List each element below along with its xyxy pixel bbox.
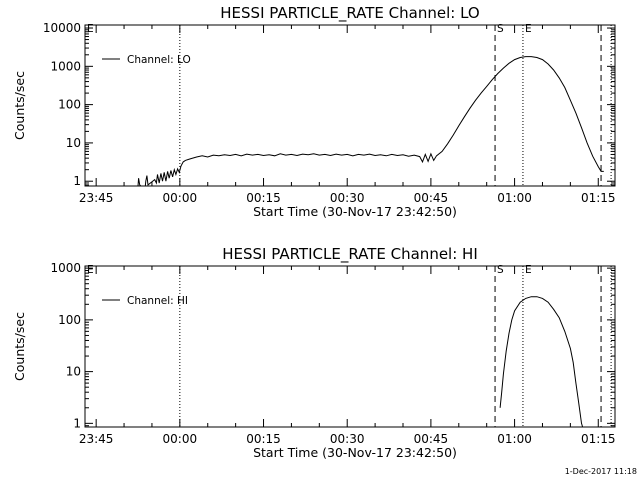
marker-label: E bbox=[87, 264, 94, 276]
x-tick-label: 00:45 bbox=[414, 191, 449, 205]
x-tick-label: 23:45 bbox=[79, 191, 114, 205]
y-tick-label: 10000 bbox=[43, 21, 81, 35]
marker-label: E bbox=[525, 23, 532, 35]
footer-timestamp: 1-Dec-2017 11:18 bbox=[565, 467, 637, 476]
series-line-0 bbox=[137, 56, 604, 187]
marker-label: E bbox=[525, 264, 532, 276]
x-axis-label: Start Time (30-Nov-17 23:42:50) bbox=[253, 445, 457, 460]
legend-label: Channel: LO bbox=[127, 54, 191, 66]
marker-label: S bbox=[497, 264, 504, 276]
x-tick-label: 01:15 bbox=[581, 432, 616, 446]
series-line-0 bbox=[499, 296, 584, 428]
x-tick-label: 00:00 bbox=[163, 432, 198, 446]
x-tick-label: 00:00 bbox=[163, 191, 198, 205]
chart-title: HESSI PARTICLE_RATE Channel: LO bbox=[220, 4, 479, 23]
x-tick-label: 00:30 bbox=[330, 191, 365, 205]
chart-title: HESSI PARTICLE_RATE Channel: HI bbox=[222, 245, 478, 264]
y-tick-label: 10 bbox=[66, 365, 81, 379]
y-tick-label: 100 bbox=[58, 313, 81, 327]
y-axis-label: Counts/sec bbox=[12, 312, 27, 381]
x-tick-label: 00:15 bbox=[246, 191, 281, 205]
marker-label: S bbox=[497, 23, 504, 35]
x-tick-label: 01:00 bbox=[497, 191, 532, 205]
lo-channel-panel: HESSI PARTICLE_RATE Channel: LO E S E 23:45 0… bbox=[12, 4, 616, 219]
x-tick-label: 00:15 bbox=[246, 432, 281, 446]
y-tick-label: 1 bbox=[73, 416, 81, 430]
y-tick-label: 1 bbox=[73, 174, 81, 188]
y-tick-label: 10 bbox=[66, 136, 81, 150]
plot-frame bbox=[84, 24, 616, 187]
y-tick-label: 1000 bbox=[50, 59, 81, 73]
legend-label: Channel: HI bbox=[127, 295, 188, 307]
x-tick-label: 00:45 bbox=[414, 432, 449, 446]
plot-frame bbox=[84, 265, 616, 428]
x-tick-label: 01:00 bbox=[497, 432, 532, 446]
hi-channel-panel: HESSI PARTICLE_RATE Channel: HI E S E 23:45 0… bbox=[12, 245, 616, 460]
x-tick-label: 23:45 bbox=[79, 432, 114, 446]
y-tick-label: 1000 bbox=[50, 261, 81, 275]
x-axis-label: Start Time (30-Nov-17 23:42:50) bbox=[253, 204, 457, 219]
marker-label: E bbox=[87, 23, 94, 35]
x-tick-label: 00:30 bbox=[330, 432, 365, 446]
y-axis-label: Counts/sec bbox=[12, 71, 27, 140]
x-tick-label: 01:15 bbox=[581, 191, 616, 205]
y-tick-label: 100 bbox=[58, 98, 81, 112]
